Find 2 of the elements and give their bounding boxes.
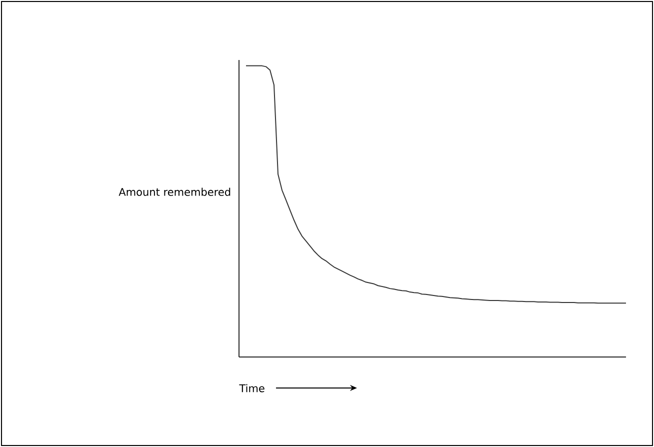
- y-axis-title: Amount remembered: [118, 188, 230, 196]
- x-axis-title: Time: [239, 384, 264, 392]
